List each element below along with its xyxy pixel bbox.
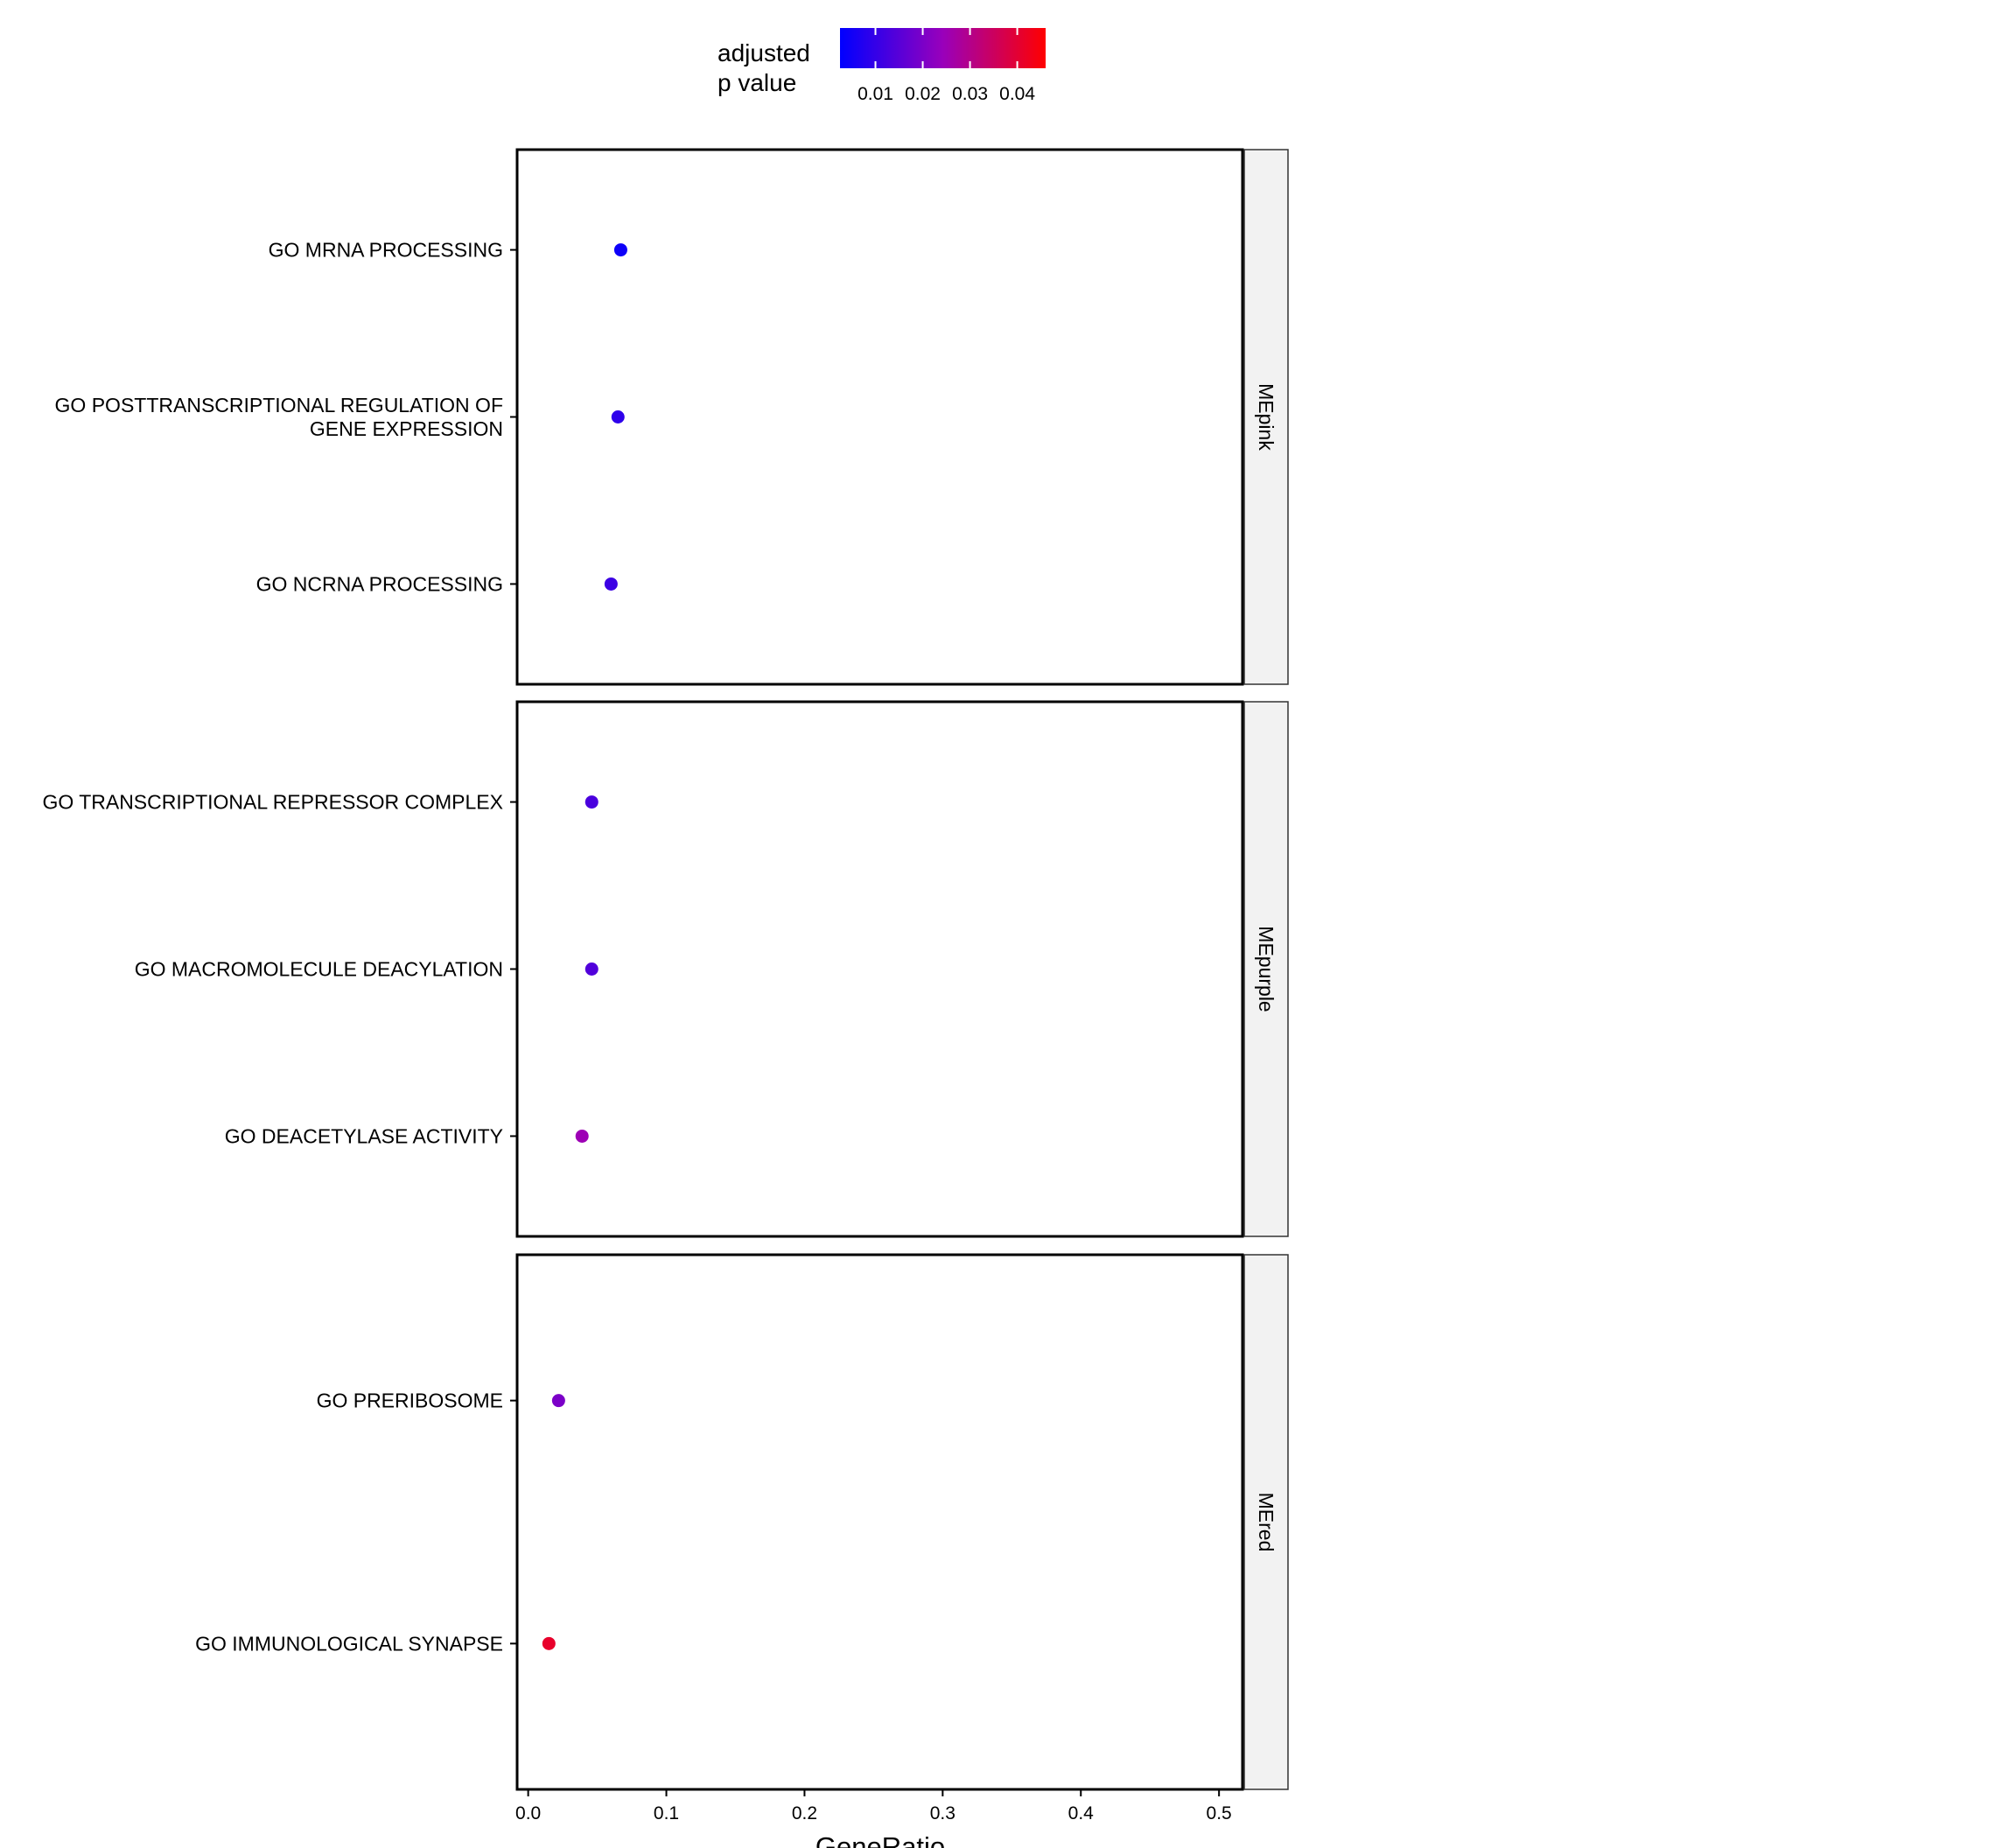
y-tick-label-line: GENE EXPRESSION: [310, 417, 503, 440]
y-tick-label: GO TRANSCRIPTIONAL REPRESSOR COMPLEX: [42, 791, 503, 814]
facet-strip-label: MEred: [1255, 1493, 1278, 1552]
data-point: [575, 1129, 589, 1143]
legend-tick-label: 0.01: [858, 84, 893, 104]
y-tick-label-line: GO MRNA PROCESSING: [269, 239, 503, 262]
legend-tick-label: 0.02: [905, 84, 941, 104]
y-tick-label: GO DEACETYLASE ACTIVITY: [225, 1124, 503, 1147]
y-tick-label-line: GO NCRNA PROCESSING: [256, 572, 503, 595]
data-point: [542, 1636, 556, 1650]
facet-strip-label: MEpurple: [1255, 926, 1278, 1012]
legend-title-line-2: p value: [718, 69, 796, 96]
x-tick-label: 0.3: [930, 1803, 956, 1824]
x-tick-label: 0.4: [1068, 1803, 1095, 1824]
x-tick-label: 0.5: [1207, 1803, 1232, 1824]
data-point: [551, 1394, 565, 1408]
facet-panel-MEpink: MEpink GO MRNA PROCESSING GO POSTTRANSCRIP…: [55, 148, 1289, 686]
y-tick-label-line: GO PRERIBOSOME: [317, 1390, 503, 1412]
facet-panel-MEred: MEred GO PRERIBOSOME GO IMMUNOLOGICAL SYNA…: [195, 1253, 1289, 1791]
y-tick-label-line: GO MACROMOLECULE DEACYLATION: [135, 958, 503, 981]
panel-border: [515, 700, 1244, 1238]
y-tick-label-line: GO POSTTRANSCRIPTIONAL REGULATION OF: [55, 394, 503, 416]
y-tick-label-line: GO IMMUNOLOGICAL SYNAPSE: [195, 1632, 503, 1655]
facet-panel-MEpurple: MEpurple GO TRANSCRIPTIONAL REPRESSOR COM…: [42, 700, 1289, 1238]
data-point: [584, 795, 598, 809]
legend-title-line-1: adjusted: [718, 39, 810, 66]
legend-tick-label: 0.04: [999, 84, 1035, 104]
data-point: [611, 410, 625, 424]
data-point: [604, 577, 618, 591]
y-tick-label: GO NCRNA PROCESSING: [256, 572, 503, 595]
facet-strip-label: MEpink: [1255, 383, 1278, 451]
panel-border: [515, 148, 1244, 686]
x-tick-label: 0.1: [654, 1803, 679, 1824]
x-axis: 0.0 0.1 0.2 0.3 0.4 0.5: [515, 1789, 1232, 1824]
color-legend: adjusted p value 0.01 0.02 0.03 0.04: [718, 28, 1046, 104]
colorbar: [840, 28, 1046, 68]
y-tick-label-line: GO DEACETYLASE ACTIVITY: [225, 1124, 503, 1147]
y-tick-label: GO IMMUNOLOGICAL SYNAPSE: [195, 1632, 503, 1655]
y-tick-label-line: GO TRANSCRIPTIONAL REPRESSOR COMPLEX: [42, 791, 503, 814]
facet-strip: [1243, 701, 1289, 1237]
x-tick-label: 0.2: [792, 1803, 817, 1824]
data-point: [584, 962, 598, 976]
data-point: [613, 243, 627, 257]
legend-tick-label: 0.03: [952, 84, 988, 104]
y-tick-label: GO MACROMOLECULE DEACYLATION: [135, 958, 503, 981]
legend-title: adjusted p value: [718, 39, 817, 96]
y-tick-label: GO POSTTRANSCRIPTIONAL REGULATION OF GENE…: [55, 394, 503, 440]
y-tick-label: GO MRNA PROCESSING: [269, 239, 503, 262]
facet-strip: [1243, 149, 1289, 685]
x-tick-label: 0.0: [515, 1803, 541, 1824]
panel-border: [515, 1253, 1244, 1791]
x-axis-title: GeneRatio: [816, 1831, 945, 1848]
facet-strip: [1243, 1254, 1289, 1790]
y-tick-label: GO PRERIBOSOME: [317, 1390, 503, 1412]
